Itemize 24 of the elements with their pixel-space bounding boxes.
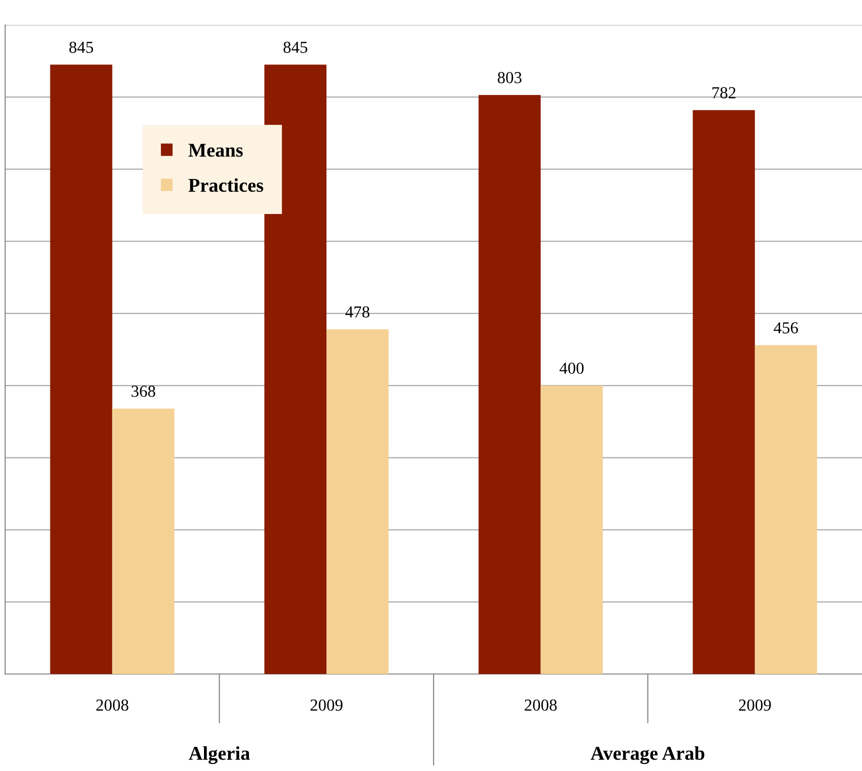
data-label: 782 — [712, 87, 736, 98]
data-label: 478 — [345, 306, 370, 318]
bar — [692, 110, 755, 674]
data-label: 400 — [560, 362, 584, 374]
data-label: 845 — [69, 42, 94, 53]
data-label: 456 — [774, 322, 798, 334]
x-tick-label: 2009 — [310, 699, 342, 711]
bar — [754, 345, 818, 674]
data-label: 845 — [284, 42, 308, 53]
text: Algeria — [188, 746, 250, 764]
legend-label: Practices — [188, 178, 264, 192]
x-tick-label: 2009 — [738, 699, 771, 711]
bar — [540, 386, 603, 674]
bar — [50, 64, 112, 674]
bar — [478, 94, 541, 674]
bar — [112, 408, 174, 674]
bar — [326, 329, 389, 674]
legend-label: Means — [188, 144, 243, 157]
data-label: 803 — [498, 72, 522, 84]
bar — [264, 64, 326, 674]
data-label: 368 — [132, 386, 156, 397]
x-tick-label: 2008 — [524, 699, 557, 711]
text: Average Arab — [590, 746, 704, 764]
x-tick-label: 2008 — [96, 699, 128, 711]
